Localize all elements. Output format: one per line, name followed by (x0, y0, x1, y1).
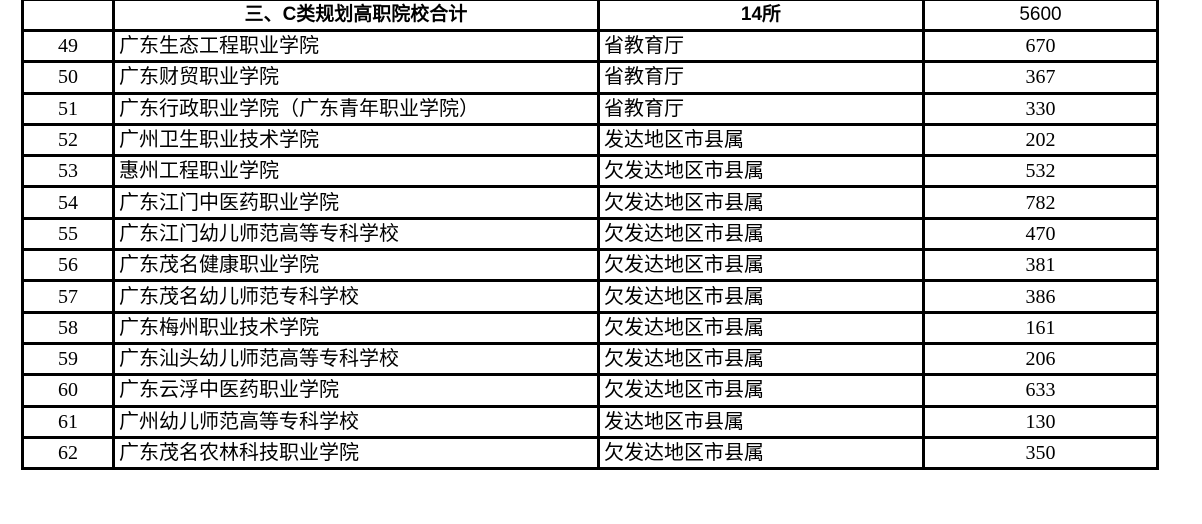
row-number: 59 (21, 341, 115, 377)
school-name: 广东生态工程职业学院 (112, 28, 600, 64)
table-row: 59 广东汕头幼儿师范高等专科学校 欠发达地区市县属 206 (21, 341, 1159, 377)
department: 欠发达地区市县属 (597, 248, 925, 283)
row-number: 60 (21, 373, 115, 408)
row-value: 386 (922, 279, 1159, 314)
row-number: 54 (21, 185, 115, 220)
table-row: 49 广东生态工程职业学院 省教育厅 670 (21, 28, 1159, 64)
school-name: 广东梅州职业技术学院 (112, 310, 600, 345)
row-number: 57 (21, 279, 115, 314)
department: 欠发达地区市县属 (597, 154, 925, 189)
row-number: 58 (21, 310, 115, 345)
header-count: 14所 (597, 0, 925, 32)
table-row: 52 广州卫生职业技术学院 发达地区市县属 202 (21, 122, 1159, 158)
school-name: 广东汕头幼儿师范高等专科学校 (112, 341, 600, 377)
row-value: 161 (922, 310, 1159, 345)
school-name: 广东行政职业学院（广东青年职业学院） (112, 91, 600, 126)
department: 发达地区市县属 (597, 404, 925, 439)
table-header-row: 三、C类规划高职院校合计 14所 5600 (21, 0, 1159, 32)
school-name: 广东茂名农林科技职业学院 (112, 435, 600, 471)
department: 欠发达地区市县属 (597, 341, 925, 377)
row-value: 350 (922, 435, 1159, 471)
row-value: 330 (922, 91, 1159, 126)
row-value: 202 (922, 122, 1159, 158)
department: 省教育厅 (597, 60, 925, 95)
table-row: 61 广州幼儿师范高等专科学校 发达地区市县属 130 (21, 404, 1159, 439)
school-name: 广州卫生职业技术学院 (112, 122, 600, 158)
row-value: 130 (922, 404, 1159, 439)
department: 欠发达地区市县属 (597, 185, 925, 220)
row-value: 670 (922, 28, 1159, 64)
table-row: 51 广东行政职业学院（广东青年职业学院） 省教育厅 330 (21, 91, 1159, 126)
row-number: 53 (21, 154, 115, 189)
school-name: 广州幼儿师范高等专科学校 (112, 404, 600, 439)
school-name: 广东茂名幼儿师范专科学校 (112, 279, 600, 314)
department: 欠发达地区市县属 (597, 373, 925, 408)
row-number: 51 (21, 91, 115, 126)
header-title: 三、C类规划高职院校合计 (112, 0, 600, 32)
school-name: 广东江门幼儿师范高等专科学校 (112, 216, 600, 252)
table-row: 60 广东云浮中医药职业学院 欠发达地区市县属 633 (21, 373, 1159, 408)
row-number: 49 (21, 28, 115, 64)
department: 发达地区市县属 (597, 122, 925, 158)
schools-table: 三、C类规划高职院校合计 14所 5600 49 广东生态工程职业学院 省教育厅 67… (21, 0, 1159, 471)
row-number: 61 (21, 404, 115, 439)
row-value: 532 (922, 154, 1159, 189)
row-value: 367 (922, 60, 1159, 95)
department: 欠发达地区市县属 (597, 279, 925, 314)
row-value: 633 (922, 373, 1159, 408)
table-row: 55 广东江门幼儿师范高等专科学校 欠发达地区市县属 470 (21, 216, 1159, 252)
school-name: 惠州工程职业学院 (112, 154, 600, 189)
school-name: 广东江门中医药职业学院 (112, 185, 600, 220)
table-row: 53 惠州工程职业学院 欠发达地区市县属 532 (21, 154, 1159, 189)
table-row: 62 广东茂名农林科技职业学院 欠发达地区市县属 350 (21, 435, 1159, 471)
table-row: 58 广东梅州职业技术学院 欠发达地区市县属 161 (21, 310, 1159, 345)
table-row: 54 广东江门中医药职业学院 欠发达地区市县属 782 (21, 185, 1159, 220)
school-name: 广东茂名健康职业学院 (112, 248, 600, 283)
header-number-cell (21, 0, 115, 32)
department: 欠发达地区市县属 (597, 435, 925, 471)
row-number: 56 (21, 248, 115, 283)
table-row: 50 广东财贸职业学院 省教育厅 367 (21, 60, 1159, 95)
row-number: 52 (21, 122, 115, 158)
department: 欠发达地区市县属 (597, 310, 925, 345)
row-value: 381 (922, 248, 1159, 283)
row-number: 55 (21, 216, 115, 252)
school-name: 广东云浮中医药职业学院 (112, 373, 600, 408)
department: 省教育厅 (597, 28, 925, 64)
row-number: 50 (21, 60, 115, 95)
school-name: 广东财贸职业学院 (112, 60, 600, 95)
row-number: 62 (21, 435, 115, 471)
row-value: 470 (922, 216, 1159, 252)
header-total: 5600 (922, 0, 1159, 32)
row-value: 206 (922, 341, 1159, 377)
department: 省教育厅 (597, 91, 925, 126)
table-row: 57 广东茂名幼儿师范专科学校 欠发达地区市县属 386 (21, 279, 1159, 314)
row-value: 782 (922, 185, 1159, 220)
department: 欠发达地区市县属 (597, 216, 925, 252)
table-row: 56 广东茂名健康职业学院 欠发达地区市县属 381 (21, 248, 1159, 283)
